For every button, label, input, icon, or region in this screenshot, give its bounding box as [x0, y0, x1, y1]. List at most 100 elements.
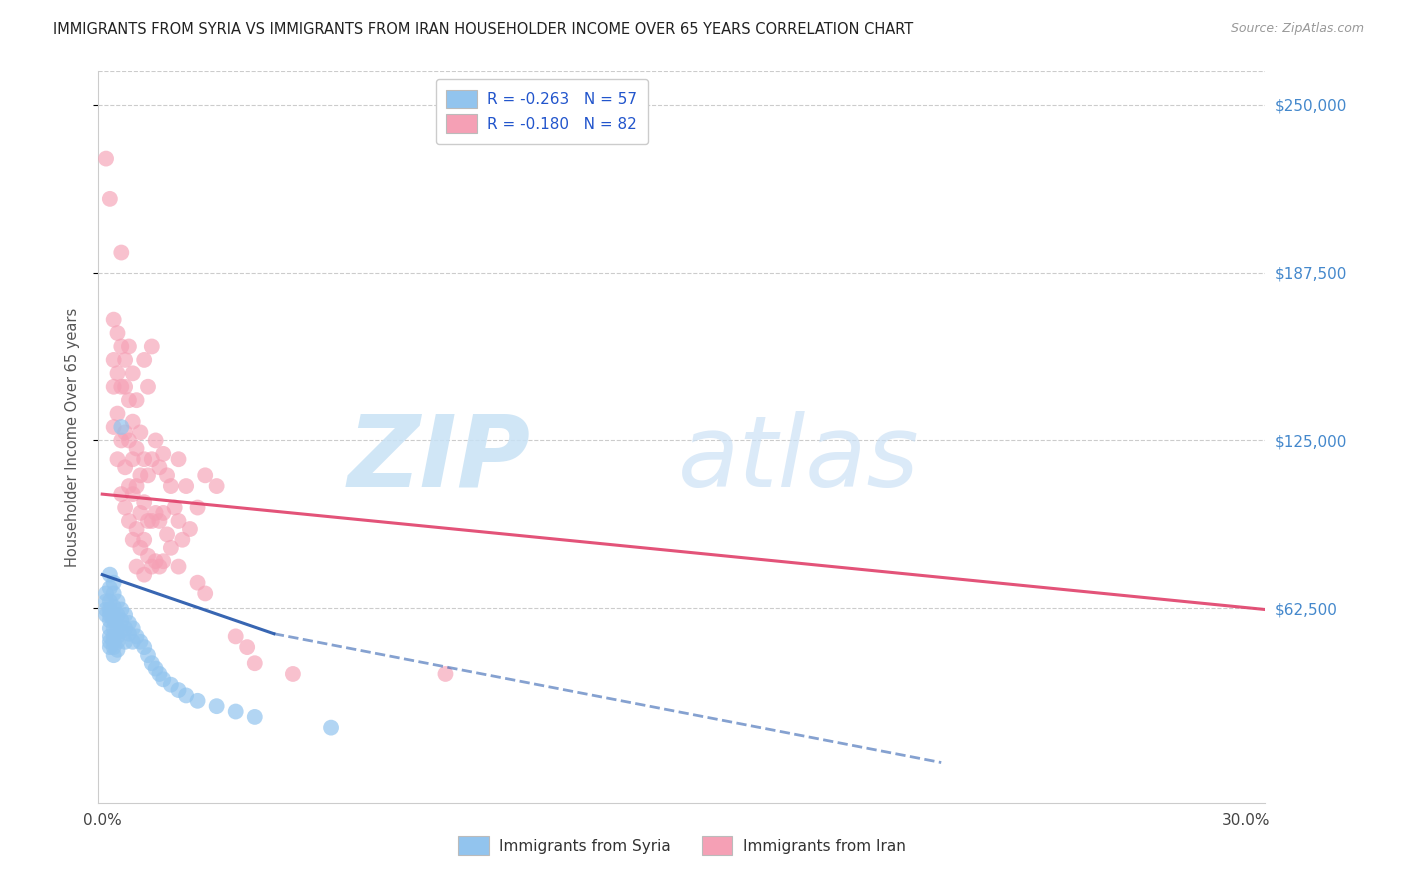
Point — [103, 352, 125, 367]
Point — [98, 567, 121, 582]
Point — [174, 479, 197, 493]
Point — [110, 420, 132, 434]
Point — [107, 594, 129, 608]
Text: Source: ZipAtlas.com: Source: ZipAtlas.com — [1230, 22, 1364, 36]
Point — [114, 621, 136, 635]
Point — [148, 667, 170, 681]
Point — [98, 602, 121, 616]
Point — [319, 721, 342, 735]
Point — [163, 500, 186, 515]
Point — [148, 559, 170, 574]
Point — [98, 629, 121, 643]
Point — [121, 634, 143, 648]
Point — [281, 667, 304, 681]
Point — [110, 602, 132, 616]
Point — [94, 152, 117, 166]
Point — [156, 468, 179, 483]
Point — [103, 599, 125, 614]
Point — [94, 607, 117, 622]
Point — [98, 621, 121, 635]
Point — [125, 393, 148, 408]
Point — [174, 689, 197, 703]
Point — [98, 613, 121, 627]
Point — [179, 522, 201, 536]
Text: atlas: atlas — [678, 410, 920, 508]
Point — [136, 549, 159, 563]
Point — [152, 673, 174, 687]
Point — [167, 559, 190, 574]
Point — [243, 657, 266, 671]
Point — [110, 613, 132, 627]
Point — [121, 415, 143, 429]
Point — [94, 602, 117, 616]
Point — [194, 586, 217, 600]
Point — [107, 607, 129, 622]
Point — [118, 626, 141, 640]
Point — [98, 192, 121, 206]
Text: ZIP: ZIP — [347, 410, 530, 508]
Point — [103, 621, 125, 635]
Point — [94, 586, 117, 600]
Point — [114, 460, 136, 475]
Point — [94, 594, 117, 608]
Point — [103, 640, 125, 654]
Point — [118, 434, 141, 448]
Point — [152, 447, 174, 461]
Point — [98, 607, 121, 622]
Point — [160, 541, 183, 555]
Point — [152, 506, 174, 520]
Point — [148, 460, 170, 475]
Point — [136, 468, 159, 483]
Point — [110, 487, 132, 501]
Point — [118, 479, 141, 493]
Point — [118, 615, 141, 630]
Point — [145, 434, 167, 448]
Point — [114, 352, 136, 367]
Point — [121, 487, 143, 501]
Point — [187, 575, 209, 590]
Point — [125, 442, 148, 456]
Point — [121, 452, 143, 467]
Point — [141, 514, 163, 528]
Point — [103, 613, 125, 627]
Point — [107, 407, 129, 421]
Point — [160, 479, 183, 493]
Point — [225, 629, 247, 643]
Point — [103, 575, 125, 590]
Point — [434, 667, 457, 681]
Point — [103, 312, 125, 326]
Point — [129, 541, 152, 555]
Point — [114, 500, 136, 515]
Point — [125, 629, 148, 643]
Point — [141, 339, 163, 353]
Point — [148, 514, 170, 528]
Point — [134, 640, 156, 654]
Point — [114, 425, 136, 440]
Point — [121, 621, 143, 635]
Point — [243, 710, 266, 724]
Point — [110, 380, 132, 394]
Point — [152, 554, 174, 568]
Point — [107, 634, 129, 648]
Point — [187, 500, 209, 515]
Point — [121, 533, 143, 547]
Point — [129, 425, 152, 440]
Point — [103, 629, 125, 643]
Point — [136, 514, 159, 528]
Point — [107, 621, 129, 635]
Point — [110, 245, 132, 260]
Text: IMMIGRANTS FROM SYRIA VS IMMIGRANTS FROM IRAN HOUSEHOLDER INCOME OVER 65 YEARS C: IMMIGRANTS FROM SYRIA VS IMMIGRANTS FROM… — [53, 22, 914, 37]
Point — [114, 380, 136, 394]
Point — [110, 624, 132, 638]
Point — [205, 699, 228, 714]
Point — [107, 629, 129, 643]
Point — [187, 694, 209, 708]
Point — [129, 468, 152, 483]
Point — [118, 514, 141, 528]
Point — [98, 594, 121, 608]
Point — [145, 506, 167, 520]
Point — [145, 662, 167, 676]
Point — [136, 648, 159, 662]
Point — [98, 634, 121, 648]
Point — [107, 326, 129, 340]
